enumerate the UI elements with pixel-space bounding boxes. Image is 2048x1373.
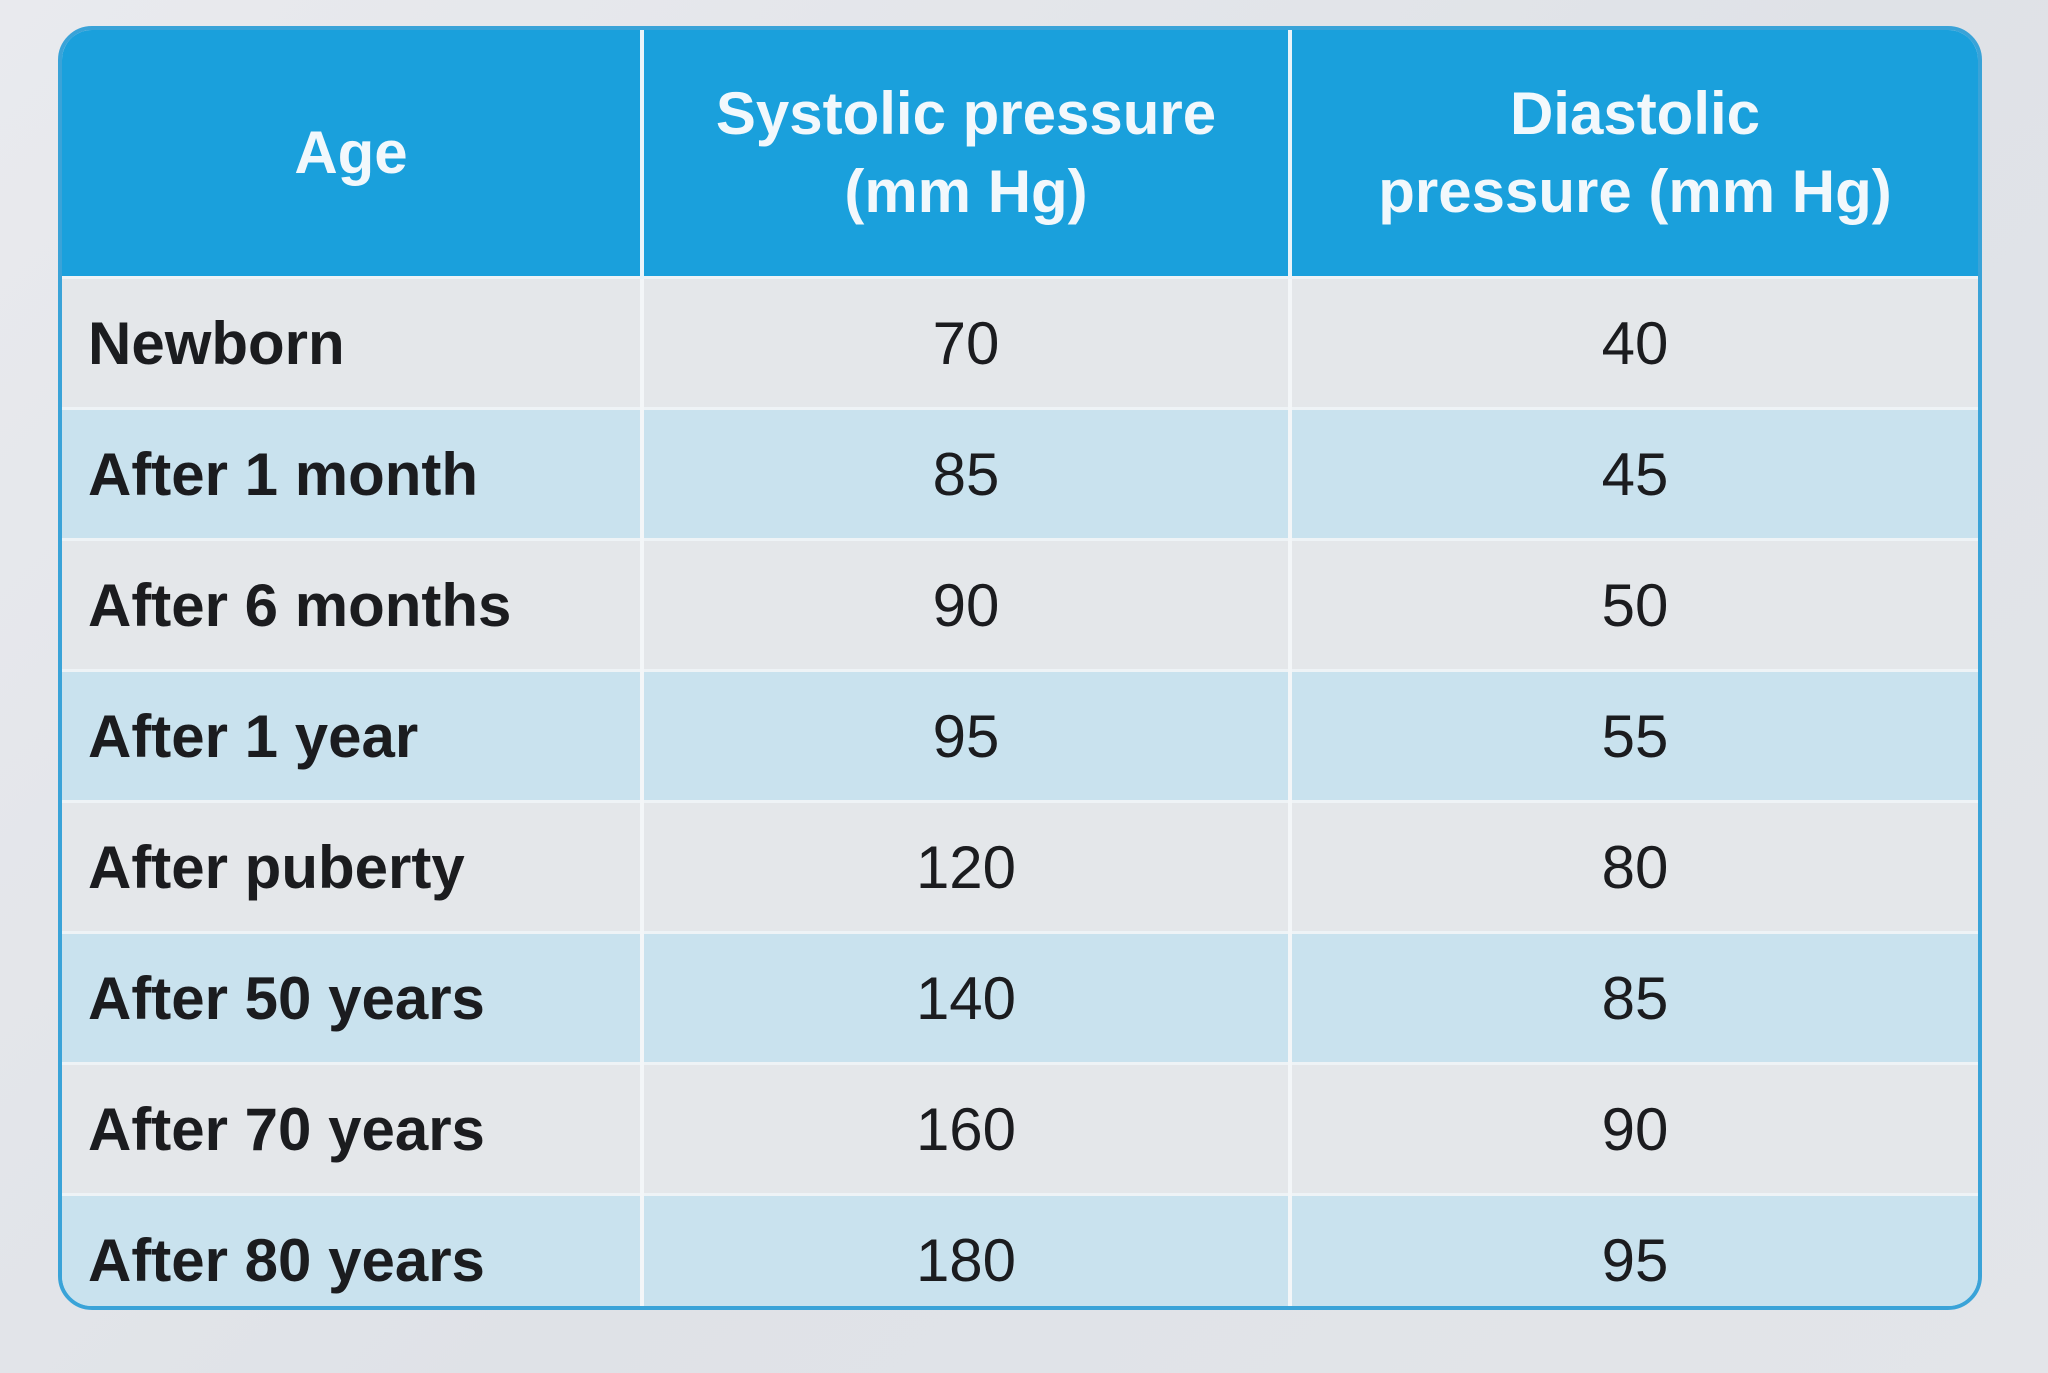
header-row: Age Systolic pressure (mm Hg) Diastolic … xyxy=(62,30,1978,278)
systolic-cell: 90 xyxy=(642,538,1292,671)
table-row: After 1 year 95 55 xyxy=(62,669,1978,802)
table-row: After 70 years 160 90 xyxy=(62,1062,1978,1195)
diastolic-cell: 90 xyxy=(1290,1062,1978,1195)
header-systolic-line2: (mm Hg) xyxy=(844,158,1088,225)
systolic-cell: 120 xyxy=(642,800,1292,933)
diastolic-cell: 45 xyxy=(1290,407,1978,540)
header-age-label: Age xyxy=(294,119,408,186)
table-row: After 6 months 90 50 xyxy=(62,538,1978,671)
systolic-cell: 70 xyxy=(642,276,1292,409)
age-cell: After 70 years xyxy=(62,1062,644,1195)
header-diastolic-line1: Diastolic xyxy=(1509,80,1761,147)
diastolic-cell: 50 xyxy=(1290,538,1978,671)
table-header: Age Systolic pressure (mm Hg) Diastolic … xyxy=(62,30,1978,278)
header-systolic-line1: Systolic pressure xyxy=(715,80,1217,147)
diastolic-cell: 80 xyxy=(1290,800,1978,933)
table-row: Newborn 70 40 xyxy=(62,276,1978,409)
systolic-cell: 95 xyxy=(642,669,1292,802)
header-systolic: Systolic pressure (mm Hg) xyxy=(642,30,1292,278)
table-row: After 80 years 180 95 xyxy=(62,1193,1978,1306)
systolic-cell: 85 xyxy=(642,407,1292,540)
table-body: Newborn 70 40 After 1 month 85 45 After … xyxy=(62,276,1978,1306)
systolic-cell: 140 xyxy=(642,931,1292,1064)
table-row: After puberty 120 80 xyxy=(62,800,1978,933)
age-cell: Newborn xyxy=(62,276,644,409)
age-cell: After puberty xyxy=(62,800,644,933)
age-cell: After 50 years xyxy=(62,931,644,1064)
age-cell: After 1 year xyxy=(62,669,644,802)
diastolic-cell: 95 xyxy=(1290,1193,1978,1306)
diastolic-cell: 85 xyxy=(1290,931,1978,1064)
header-diastolic-line2: pressure (mm Hg) xyxy=(1378,158,1892,225)
header-age: Age xyxy=(62,30,644,278)
systolic-cell: 180 xyxy=(642,1193,1292,1306)
systolic-cell: 160 xyxy=(642,1062,1292,1195)
table-row: After 1 month 85 45 xyxy=(62,407,1978,540)
blood-pressure-table: Age Systolic pressure (mm Hg) Diastolic … xyxy=(58,26,1982,1310)
diastolic-cell: 55 xyxy=(1290,669,1978,802)
age-cell: After 80 years xyxy=(62,1193,644,1306)
age-cell: After 1 month xyxy=(62,407,644,540)
diastolic-cell: 40 xyxy=(1290,276,1978,409)
table-row: After 50 years 140 85 xyxy=(62,931,1978,1064)
header-diastolic: Diastolic pressure (mm Hg) xyxy=(1290,30,1978,278)
data-table: Age Systolic pressure (mm Hg) Diastolic … xyxy=(62,30,1978,1306)
age-cell: After 6 months xyxy=(62,538,644,671)
